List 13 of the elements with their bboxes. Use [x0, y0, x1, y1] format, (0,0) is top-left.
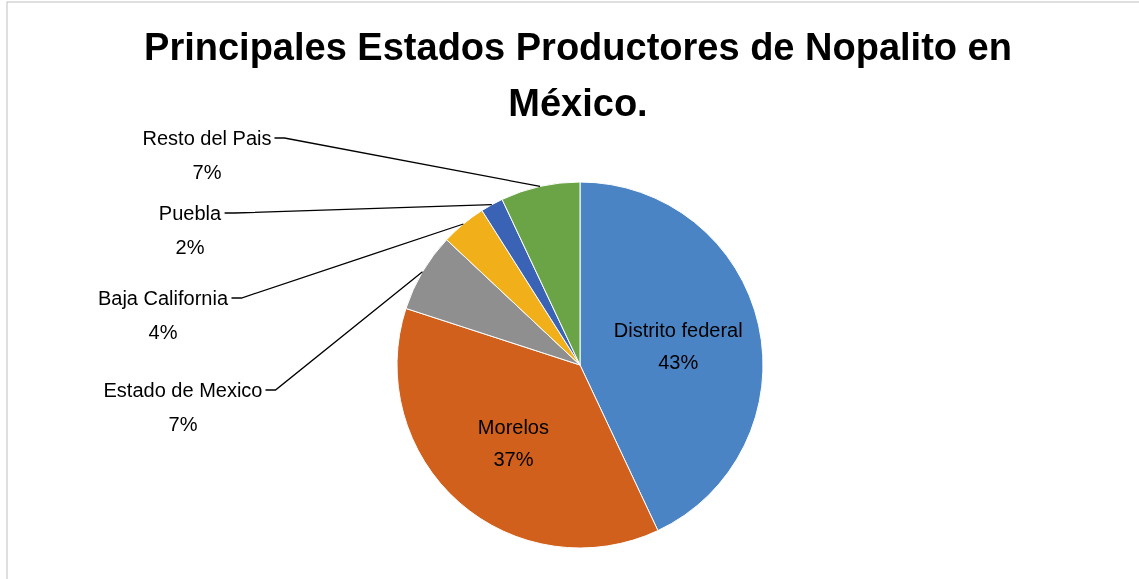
- slice-label: Puebla: [158, 202, 223, 224]
- data-label: 37%: [493, 448, 534, 471]
- data-label: 7%: [168, 413, 198, 435]
- slice-label: Baja California: [97, 287, 229, 309]
- slice-label: Distrito federal: [613, 319, 743, 342]
- data-label: 43%: [658, 351, 699, 374]
- data-label: 2%: [175, 236, 205, 258]
- data-label: 4%: [148, 321, 178, 343]
- chart-title: Principales Estados Productores de Nopalito en México.: [144, 26, 1012, 124]
- data-label: 7%: [192, 161, 222, 183]
- slice-label: Estado de Mexico: [103, 379, 263, 401]
- slice-label: Resto del Pais: [142, 127, 272, 149]
- slice-label: Morelos: [477, 416, 550, 439]
